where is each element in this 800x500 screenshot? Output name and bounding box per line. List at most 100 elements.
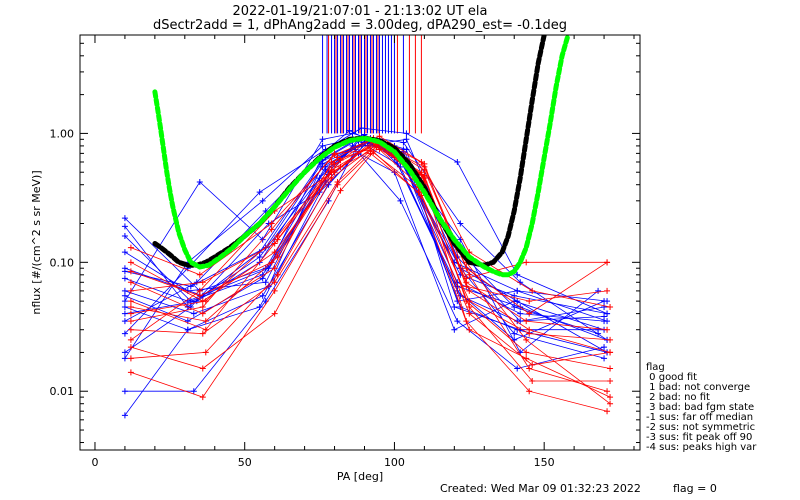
red-point-marker: [127, 244, 134, 251]
blue-point-marker: [319, 163, 326, 170]
green-fit-curve: [152, 35, 571, 278]
red-point-marker: [604, 287, 611, 294]
red-point-marker: [607, 349, 614, 356]
red-point-marker: [466, 326, 473, 333]
blue-point-marker: [190, 388, 197, 395]
blue-series-line: [124, 142, 608, 353]
blue-point-marker: [256, 253, 263, 260]
red-point-marker: [274, 253, 281, 260]
blue-point-marker: [259, 275, 266, 282]
blue-point-marker: [319, 142, 326, 149]
red-point-marker: [331, 152, 338, 159]
blue-point-marker: [400, 139, 407, 146]
legend-entry: -4 sus: peaks high var: [646, 442, 757, 453]
red-point-marker: [268, 226, 275, 233]
blue-point-marker: [403, 136, 410, 143]
blue-point-marker: [121, 388, 128, 395]
x-tick-label: 0: [91, 456, 98, 469]
blue-point-marker: [346, 127, 353, 134]
blue-point-marker: [511, 330, 518, 337]
blue-point-marker: [604, 310, 611, 317]
blue-point-marker: [454, 318, 461, 325]
blue-point-marker: [193, 298, 200, 305]
blue-point-marker: [457, 220, 464, 227]
blue-series-line: [124, 134, 605, 359]
blue-point-marker: [121, 298, 128, 305]
red-point-marker: [604, 259, 611, 266]
red-point-marker: [127, 287, 134, 294]
blue-point-marker: [259, 292, 266, 299]
red-point-marker: [199, 310, 206, 317]
red-point-marker: [202, 298, 209, 305]
blue-point-marker: [190, 310, 197, 317]
red-point-marker: [463, 283, 470, 290]
blue-point-marker: [358, 125, 365, 132]
red-point-marker: [334, 178, 341, 185]
red-point-marker: [127, 310, 134, 317]
plot-clipped-group: [121, 35, 614, 419]
red-point-marker: [607, 365, 614, 372]
red-point-marker: [529, 287, 536, 294]
red-point-marker: [418, 192, 425, 199]
red-point-marker: [127, 298, 134, 305]
red-point-marker: [607, 336, 614, 343]
red-point-marker: [523, 336, 530, 343]
x-tick-label: 100: [384, 456, 405, 469]
plot-frame: [79, 34, 641, 451]
blue-point-marker: [121, 304, 128, 311]
chart-title-line1: 2022-01-19/21:07:01 - 21:13:02 UT ela: [232, 4, 488, 19]
created-timestamp: Created: Wed Mar 09 01:32:23 2022: [440, 482, 641, 495]
red-point-marker: [196, 271, 203, 278]
red-point-marker: [127, 355, 134, 362]
red-point-marker: [199, 330, 206, 337]
blue-point-marker: [121, 223, 128, 230]
red-point-marker: [127, 304, 134, 311]
red-point-marker: [607, 378, 614, 385]
blue-point-marker: [121, 275, 128, 282]
blue-point-marker: [262, 279, 269, 286]
red-point-marker: [337, 187, 344, 194]
legend-entry: 3 bad: bad fgm state: [646, 402, 755, 413]
blue-point-marker: [121, 249, 128, 256]
red-point-marker: [334, 154, 341, 161]
red-point-marker: [328, 175, 335, 182]
red-point-marker: [466, 271, 473, 278]
x-tick-label: 150: [534, 456, 555, 469]
blue-point-marker: [604, 298, 611, 305]
red-point-marker: [271, 279, 278, 286]
red-point-marker: [202, 349, 209, 356]
blue-point-marker: [121, 330, 128, 337]
red-point-marker: [274, 233, 281, 240]
red-point-marker: [607, 400, 614, 407]
red-point-marker: [526, 388, 533, 395]
blue-point-marker: [601, 344, 608, 351]
blue-series-line: [124, 142, 608, 416]
legend-entry: -1 sus: far off median: [646, 412, 754, 423]
red-point-marker: [127, 259, 134, 266]
blue-series-line: [124, 148, 605, 392]
blue-point-marker: [601, 313, 608, 320]
blue-point-marker: [121, 355, 128, 362]
x-tick-label: 50: [238, 456, 252, 469]
blue-point-marker: [121, 268, 128, 275]
red-point-marker: [523, 349, 530, 356]
red-point-marker: [271, 265, 278, 272]
red-point-marker: [607, 394, 614, 401]
red-point-marker: [463, 265, 470, 272]
blue-point-marker: [514, 365, 521, 372]
y-axis-label: nflux [#/(cm^2 s sr MeV)]: [30, 170, 43, 314]
red-point-marker: [529, 361, 536, 368]
x-axis-label: PA [deg]: [337, 470, 383, 483]
red-point-marker: [523, 318, 530, 325]
chart-title-line2: dSectr2add = 1, dPhAng2add = 3.00deg, dP…: [152, 18, 568, 33]
legend-entry: -2 sus: not symmetric: [646, 422, 756, 433]
blue-point-marker: [121, 215, 128, 222]
blue-point-marker: [601, 304, 608, 311]
red-point-marker: [328, 167, 335, 174]
blue-point-marker: [451, 326, 458, 333]
blue-series-line: [124, 152, 605, 353]
blue-point-marker: [196, 178, 203, 185]
y-tick-label: 0.10: [50, 256, 75, 269]
